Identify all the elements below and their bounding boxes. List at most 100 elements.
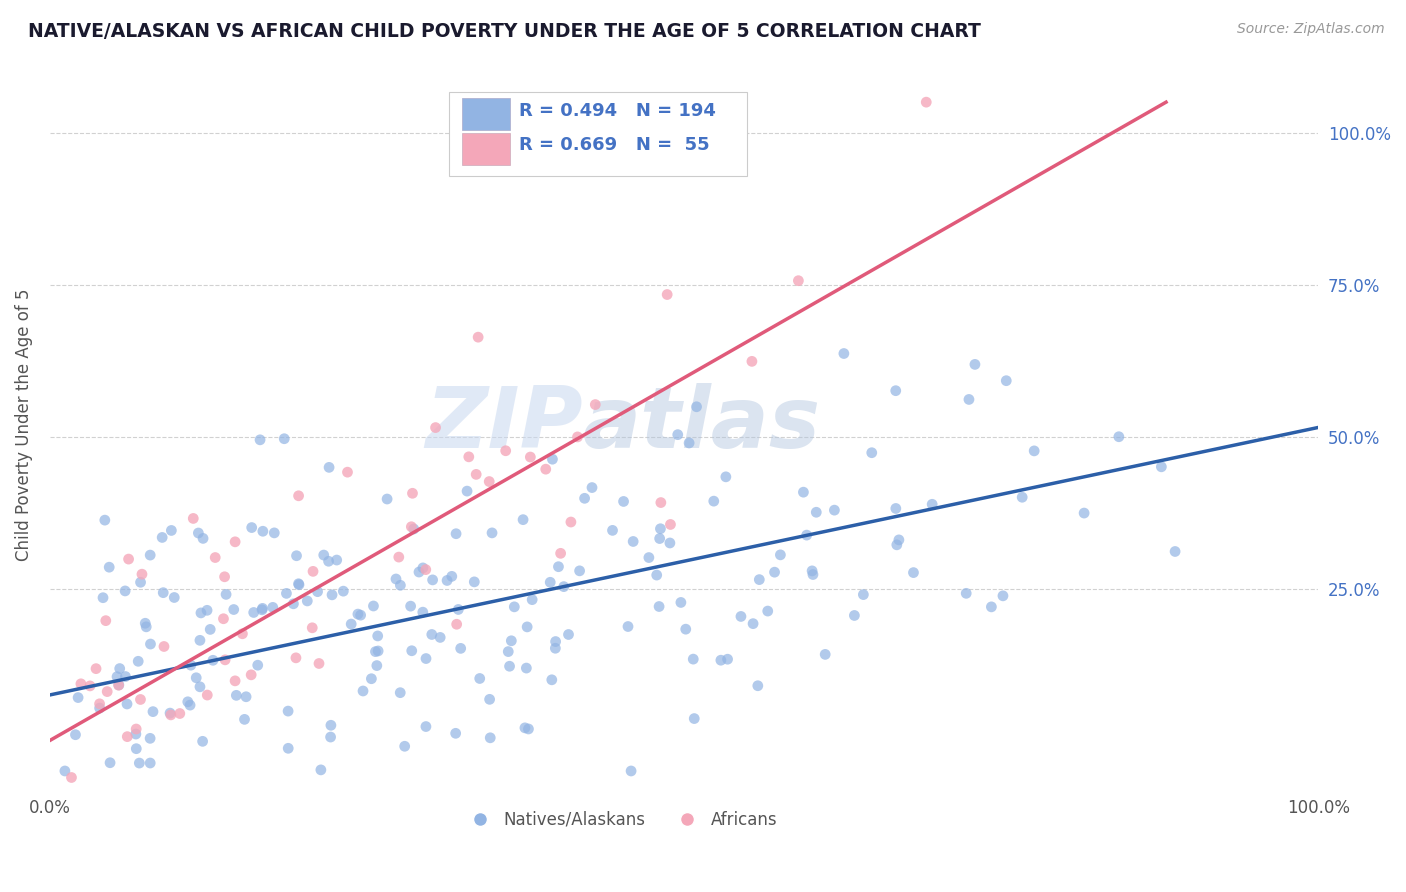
Point [301,621,323,635]
Point [284,650,307,665]
Point [620,764,643,778]
Point [921,497,943,511]
Point [139,756,162,770]
Point [94,513,117,527]
Point [557,627,579,641]
Point [748,573,770,587]
FancyBboxPatch shape [463,98,510,130]
Point [703,494,725,508]
Point [179,698,201,712]
Point [730,609,752,624]
Point [399,599,422,614]
Point [394,739,416,754]
Point [283,597,305,611]
Point [650,495,672,509]
Point [581,481,603,495]
Text: NATIVE/ALASKAN VS AFRICAN CHILD POVERTY UNDER THE AGE OF 5 CORRELATION CHART: NATIVE/ALASKAN VS AFRICAN CHILD POVERTY … [28,22,981,41]
Point [716,652,738,666]
Point [682,652,704,666]
Point [240,668,263,682]
Point [142,705,165,719]
Point [388,550,411,565]
Point [125,722,148,736]
Point [134,616,156,631]
Point [367,644,389,658]
Point [67,690,90,705]
Point [277,704,299,718]
Point [568,564,591,578]
Point [375,491,398,506]
Point [683,712,706,726]
Point [685,400,707,414]
Point [288,578,311,592]
Point [648,599,671,614]
Point [263,525,285,540]
Point [617,619,640,633]
Point [650,522,672,536]
Point [468,672,491,686]
Point [150,531,173,545]
Point [450,641,472,656]
Point [117,730,139,744]
Point [246,658,269,673]
Point [340,617,363,632]
Point [309,763,332,777]
Point [544,641,567,656]
Point [446,617,468,632]
Point [195,688,218,702]
Point [332,584,354,599]
Point [401,644,423,658]
Point [756,604,779,618]
Point [242,606,264,620]
Point [84,662,107,676]
Point [832,346,855,360]
Point [190,606,212,620]
Point [252,601,274,615]
Point [89,701,111,715]
Point [516,620,538,634]
Point [153,640,176,654]
Point [645,568,668,582]
Point [553,580,575,594]
Point [852,588,875,602]
Y-axis label: Child Poverty Under the Age of 5: Child Poverty Under the Age of 5 [15,288,32,561]
Point [501,633,523,648]
Point [560,515,582,529]
Point [96,684,118,698]
Point [547,559,569,574]
Point [666,427,689,442]
Point [389,686,412,700]
Point [276,586,298,600]
Point [638,550,661,565]
Point [252,524,274,539]
Point [512,513,534,527]
Point [307,584,329,599]
Point [364,645,387,659]
Point [844,608,866,623]
Point [349,608,371,623]
Point [366,658,388,673]
Point [479,731,502,745]
Point [503,599,526,614]
Legend: Natives/Alaskans, Africans: Natives/Alaskans, Africans [457,805,785,836]
Point [224,673,246,688]
Point [541,452,564,467]
Point [440,569,463,583]
Point [347,607,370,621]
Point [188,633,211,648]
Text: ZIP: ZIP [425,383,582,466]
Point [444,726,467,740]
Point [980,599,1002,614]
Point [540,673,562,687]
Point [444,526,467,541]
Point [787,274,810,288]
Point [159,706,181,720]
Point [169,706,191,721]
Point [567,430,589,444]
Point [806,505,828,519]
Point [181,511,204,525]
Point [277,741,299,756]
Point [436,574,458,588]
Point [117,552,139,566]
Point [249,433,271,447]
